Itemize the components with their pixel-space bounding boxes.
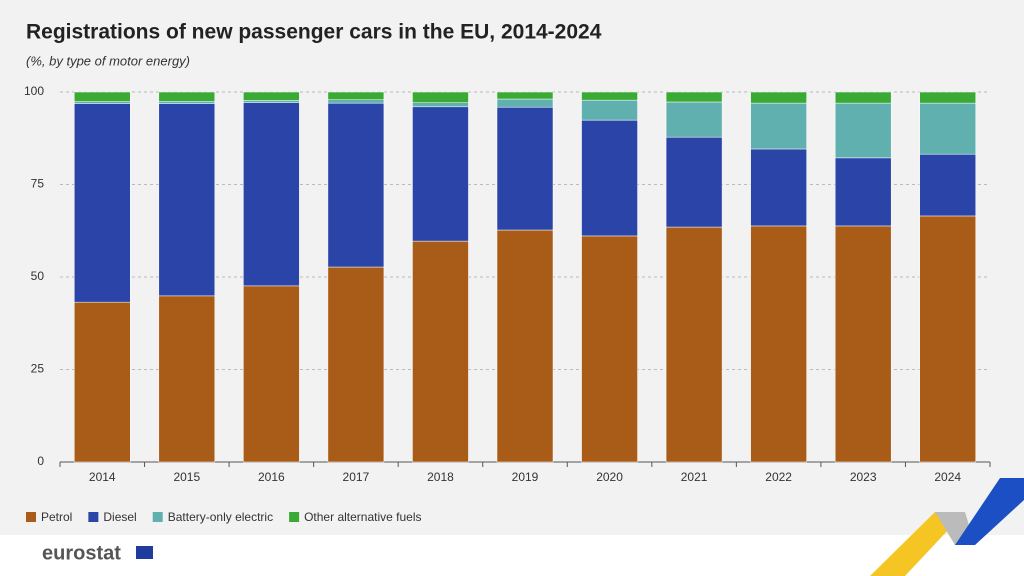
bar-segment bbox=[834, 225, 892, 463]
x-tick-label: 2017 bbox=[343, 470, 370, 484]
bar-segment bbox=[581, 91, 638, 101]
chart-subtitle: (%, by type of motor energy) bbox=[26, 53, 190, 68]
bar-segment bbox=[834, 102, 892, 159]
bar-segment bbox=[919, 91, 976, 104]
bar-segment bbox=[74, 301, 131, 463]
y-tick-label: 25 bbox=[31, 362, 45, 376]
bar-segment bbox=[412, 106, 469, 242]
bar-segment bbox=[665, 101, 723, 138]
bar-segment bbox=[327, 99, 385, 104]
bar-segment bbox=[834, 91, 892, 104]
bar-segment bbox=[496, 229, 554, 463]
bar-segment bbox=[327, 266, 385, 463]
y-tick-label: 100 bbox=[24, 84, 44, 98]
x-tick-label: 2016 bbox=[258, 470, 285, 484]
y-tick-label: 0 bbox=[37, 454, 44, 468]
decoration bbox=[870, 478, 1024, 576]
y-tick-label: 50 bbox=[31, 269, 45, 283]
bar-segment bbox=[158, 101, 216, 104]
legend-label: Battery-only electric bbox=[168, 510, 273, 524]
legend-swatch bbox=[152, 512, 163, 522]
bar-segment bbox=[496, 91, 554, 100]
bar-segment bbox=[74, 91, 131, 102]
legend-label: Other alternative fuels bbox=[304, 510, 421, 524]
bar-segment bbox=[243, 285, 300, 463]
bar-segment bbox=[327, 91, 385, 101]
bar-segment bbox=[158, 103, 216, 297]
bar-segment bbox=[496, 106, 554, 231]
x-tick-label: 2014 bbox=[89, 470, 116, 484]
logo: eurostat bbox=[42, 542, 153, 564]
bar-segment bbox=[581, 235, 638, 463]
bar-segment bbox=[158, 295, 216, 463]
x-tick-label: 2024 bbox=[934, 470, 961, 484]
bar-segment bbox=[412, 102, 469, 108]
bar-segment bbox=[74, 101, 131, 104]
logo-text: eurostat bbox=[42, 542, 121, 564]
bar-segment bbox=[412, 240, 469, 463]
legend-swatch bbox=[289, 512, 300, 522]
legend-label: Petrol bbox=[41, 510, 72, 524]
bar-segment bbox=[158, 91, 216, 102]
bar-segment bbox=[919, 215, 976, 463]
bar-segment bbox=[243, 100, 300, 103]
bar-segment bbox=[750, 225, 807, 463]
chart-title: Registrations of new passenger cars in t… bbox=[26, 21, 602, 44]
bar-segment bbox=[665, 226, 723, 463]
bar-segment bbox=[243, 102, 300, 287]
bar-segment bbox=[581, 99, 638, 121]
x-tick-label: 2023 bbox=[850, 470, 877, 484]
bar-segment bbox=[919, 102, 976, 155]
x-tick-label: 2015 bbox=[173, 470, 200, 484]
bar-segment bbox=[581, 119, 638, 237]
bar-segment bbox=[665, 91, 723, 103]
bar-segment bbox=[74, 103, 131, 303]
bar-segment bbox=[327, 102, 385, 268]
x-tick-label: 2020 bbox=[596, 470, 623, 484]
bar-segment bbox=[496, 98, 554, 108]
bar-segment bbox=[665, 136, 723, 228]
legend-label: Diesel bbox=[103, 510, 136, 524]
bar-segment bbox=[750, 148, 807, 227]
bar-segment bbox=[412, 91, 469, 103]
x-tick-label: 2018 bbox=[427, 470, 454, 484]
deco-yellow bbox=[870, 512, 965, 576]
x-tick-label: 2021 bbox=[681, 470, 708, 484]
deco-blue bbox=[955, 478, 1024, 545]
bar-segment bbox=[834, 157, 892, 227]
bar-segment bbox=[243, 91, 300, 101]
x-tick-label: 2022 bbox=[765, 470, 792, 484]
bar-segment bbox=[919, 153, 976, 217]
bar-segment bbox=[750, 102, 807, 150]
y-tick-label: 75 bbox=[31, 177, 45, 191]
legend-swatch bbox=[26, 512, 36, 522]
x-tick-label: 2019 bbox=[512, 470, 539, 484]
legend-swatch bbox=[88, 512, 99, 522]
bar-segment bbox=[750, 91, 807, 104]
eu-flag bbox=[136, 546, 153, 559]
